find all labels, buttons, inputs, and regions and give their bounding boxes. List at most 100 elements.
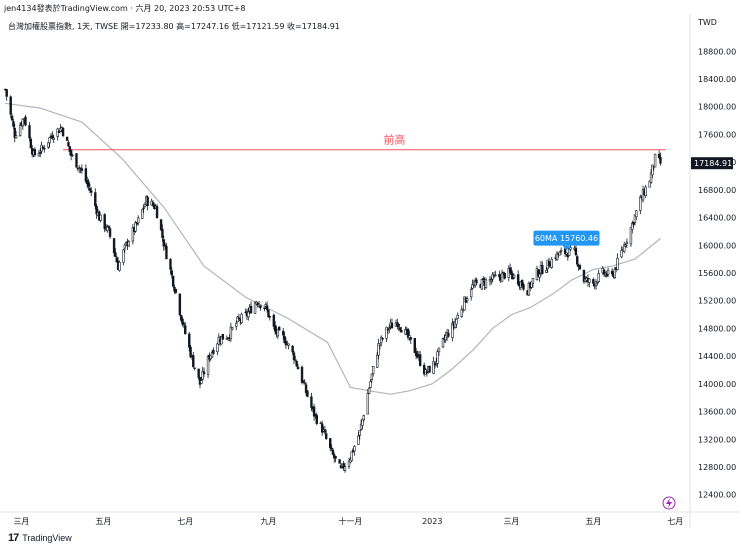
price-tick-label: 16000.00	[698, 241, 736, 250]
candle-body	[180, 315, 183, 321]
candle-body	[235, 323, 238, 327]
candle-body	[161, 228, 164, 238]
price-tick-label: 14000.00	[698, 380, 736, 389]
candle-body	[41, 146, 45, 149]
candle-body	[347, 460, 351, 467]
candle-body	[353, 446, 356, 452]
candle-body	[300, 366, 304, 383]
price-tick-label: 15200.00	[698, 297, 736, 306]
candle-body	[398, 327, 402, 330]
candle-body	[490, 279, 493, 282]
candle-body	[397, 324, 400, 327]
candle-body	[370, 373, 374, 381]
candle-body	[137, 217, 140, 224]
candle-body	[414, 351, 418, 357]
candle-body	[390, 322, 394, 329]
publish-timestamp: 六月 20, 2023 20:53 UTC+8	[135, 4, 246, 13]
candle-body	[122, 249, 125, 263]
candle-body	[13, 127, 16, 138]
candle-body	[43, 147, 46, 150]
candle-body	[312, 406, 316, 417]
candle-body	[65, 136, 69, 141]
candle-body	[278, 326, 281, 331]
candle-body	[594, 281, 598, 287]
candle-body	[453, 321, 457, 328]
candle-body	[385, 326, 388, 339]
candle-body	[437, 347, 441, 353]
flash-icon[interactable]	[662, 496, 676, 510]
candle-body	[371, 365, 375, 374]
time-tick-label: 十一月	[338, 516, 362, 526]
candle-body	[530, 281, 533, 288]
candle-body	[456, 314, 459, 319]
candle-body	[67, 141, 70, 147]
time-tick-label: 五月	[95, 517, 111, 526]
candle-body	[455, 318, 458, 325]
candle-body	[623, 244, 626, 252]
time-tick-label: 九月	[260, 517, 276, 526]
candle-body	[657, 153, 661, 158]
candle-body	[558, 251, 561, 256]
candle-body	[425, 371, 429, 374]
candle-body	[296, 366, 300, 370]
price-tick-label: 16800.00	[698, 186, 736, 195]
time-tick-label: 三月	[503, 517, 519, 526]
candle-body	[447, 332, 450, 337]
candle-body	[460, 309, 463, 317]
candle-body	[107, 225, 110, 228]
candle-body	[87, 181, 90, 187]
candle-body	[358, 429, 361, 436]
candle-body	[5, 89, 8, 97]
candle-body	[146, 196, 149, 206]
candle-body	[444, 335, 447, 341]
candle-body	[206, 356, 210, 375]
candle-body	[181, 318, 184, 325]
candle-body	[282, 330, 285, 336]
candle-body	[134, 222, 137, 232]
price-tick-label: 13200.00	[698, 435, 736, 444]
candle-body	[508, 267, 512, 273]
candle-body	[291, 345, 294, 353]
candle-body	[155, 206, 159, 219]
candle-body	[475, 279, 478, 284]
candle-body	[520, 279, 524, 287]
price-axis-tick-layer: 12400.00 12800.00 13200.00 13600.00 14000.00…	[0, 14, 740, 528]
candle-body	[319, 422, 323, 424]
candle-body	[118, 261, 121, 271]
price-tick-label: 12400.00	[698, 491, 736, 500]
candle-body	[369, 381, 372, 388]
candle-body	[10, 115, 14, 121]
candle-body	[253, 302, 257, 314]
resistance-label: 前高	[383, 133, 405, 147]
candle-body	[163, 244, 167, 247]
candle-body	[408, 335, 411, 339]
candle-body	[240, 313, 243, 323]
candle-body	[596, 282, 599, 284]
candle-body	[503, 272, 506, 279]
candle-body	[52, 137, 55, 140]
candle-body	[294, 359, 297, 361]
candle-body	[71, 154, 74, 157]
publisher-line: jen4134發表於TradingView.com · 六月 20, 2023 …	[4, 3, 245, 14]
candle-body	[578, 265, 582, 270]
candle-body	[210, 352, 214, 358]
time-tick-label: 五月	[585, 517, 601, 526]
candle-body	[649, 172, 653, 183]
candle-body	[409, 337, 412, 340]
candle-body	[197, 368, 200, 378]
candle-body	[350, 451, 353, 461]
price-tick-label: 18000.00	[698, 103, 736, 112]
candle-body	[418, 354, 422, 366]
candle-body	[413, 338, 416, 353]
candle-body	[306, 390, 309, 397]
candle-body	[632, 221, 635, 225]
candle-body	[602, 269, 606, 275]
candle-body	[565, 252, 568, 255]
publisher: jen4134發表於TradingView.com	[4, 4, 128, 13]
candle-body	[629, 227, 633, 245]
candle-body	[14, 135, 18, 139]
candle-body	[231, 327, 234, 330]
tradingview-branding[interactable]: 17 TradingView	[8, 532, 72, 544]
